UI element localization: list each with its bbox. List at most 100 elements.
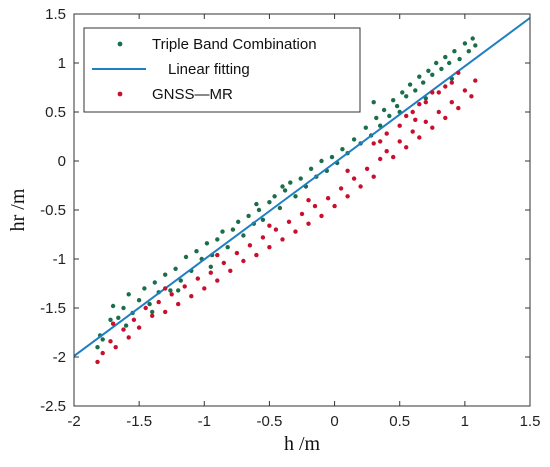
data-point-gnss-mr [280,237,285,242]
data-point-gnss-mr [273,227,279,232]
data-point-triple-band [256,207,262,213]
data-point-triple-band [308,166,314,171]
data-point-triple-band [282,188,288,193]
data-point-triple-band [241,233,246,238]
data-point-triple-band [371,100,376,105]
data-point-triple-band [462,41,468,46]
data-point-triple-band [466,49,471,54]
data-point-triple-band [439,66,444,72]
y-tick-label: 1 [58,55,66,72]
data-point-gnss-mr [378,156,383,162]
data-point-gnss-mr [456,70,461,76]
data-point-triple-band [208,264,213,269]
data-point-gnss-mr [195,276,200,281]
data-point-gnss-mr [215,252,220,258]
data-point-gnss-mr [260,235,266,240]
data-point-triple-band [176,288,181,293]
y-tick-label: -2 [53,349,66,366]
data-point-triple-band [272,194,277,199]
data-point-gnss-mr [410,109,415,115]
data-point-triple-band [150,309,155,315]
data-point-triple-band [220,229,225,234]
data-point-gnss-mr [384,149,389,154]
data-point-triple-band [340,147,345,152]
data-point-triple-band [230,227,236,232]
data-point-gnss-mr [384,131,389,136]
legend-label-linear-fit: Linear fitting [168,61,250,78]
data-point-gnss-mr [163,309,168,315]
data-point-gnss-mr [234,250,240,256]
data-point-gnss-mr [228,268,233,273]
data-point-gnss-mr [95,359,100,365]
data-point-triple-band [280,184,285,189]
data-point-gnss-mr [182,284,187,289]
y-tick-label: 0.5 [45,104,66,121]
data-point-triple-band [426,68,431,74]
data-point-gnss-mr [443,115,448,121]
data-point-gnss-mr [100,350,105,356]
x-tick-label: 1.5 [520,413,541,430]
data-point-gnss-mr [430,90,435,95]
data-point-gnss-mr [404,113,409,119]
data-point-triple-band [298,176,303,181]
data-point-gnss-mr [325,196,331,201]
data-point-triple-band [215,237,220,242]
data-point-gnss-mr [143,305,148,311]
y-axis-label: hr /m [7,188,29,231]
data-point-triple-band [142,286,147,291]
data-point-gnss-mr [136,325,142,330]
data-point-triple-band [381,107,387,113]
data-point-gnss-mr [332,203,337,209]
data-point-triple-band [136,298,142,303]
y-tick-label: 1.5 [45,6,66,23]
axes: -2 -1.5 -1 -0.5 0 0.5 1 1.5-2.5-2-1.5-1-0.500.5… [7,6,540,455]
data-point-triple-band [473,43,478,48]
data-point-gnss-mr [286,219,292,224]
data-point-triple-band [183,254,189,260]
data-point-triple-band [387,113,392,119]
data-point-triple-band [329,154,335,160]
data-point-gnss-mr [306,221,311,226]
data-point-gnss-mr [267,223,272,228]
data-point-triple-band [147,301,152,307]
data-point-triple-band [434,60,439,66]
legend-label-gnss-mr: GNSS—MR [152,86,233,103]
data-point-gnss-mr [436,109,441,115]
data-point-triple-band [443,54,448,60]
data-point-triple-band [260,217,266,222]
data-point-gnss-mr [449,100,454,105]
data-point-triple-band [126,292,131,297]
legend-marker-triple-band [117,41,123,47]
legend: Triple Band Combination Linear fitting GNS… [83,27,361,113]
x-tick-label: -0.5 [256,413,282,430]
data-point-gnss-mr [371,141,376,146]
data-point-gnss-mr [247,243,253,248]
data-point-gnss-mr [113,345,118,350]
y-tick-label: -1.5 [40,300,66,317]
data-point-gnss-mr [473,78,478,83]
y-tick-label: 0 [58,153,66,170]
data-point-triple-band [116,315,121,320]
data-point-triple-band [430,72,435,78]
data-point-gnss-mr [456,105,461,111]
y-tick-label: -2.5 [40,398,66,415]
data-point-triple-band [391,98,396,103]
data-point-triple-band [163,272,168,277]
data-point-gnss-mr [208,270,213,275]
data-point-gnss-mr [397,139,402,144]
legend-label-triple-band: Triple Band Combination [152,36,317,53]
data-point-triple-band [457,56,462,62]
data-point-gnss-mr [338,186,344,191]
data-point-triple-band [95,345,100,350]
plot-area [74,17,530,365]
data-point-triple-band [100,337,105,342]
data-point-triple-band [110,303,116,309]
data-point-gnss-mr [299,211,305,217]
data-point-triple-band [121,305,126,311]
data-point-gnss-mr [449,80,454,85]
data-point-gnss-mr [312,203,318,209]
data-point-gnss-mr [423,100,428,105]
x-tick-label: -2 [67,413,80,430]
data-point-gnss-mr [189,294,194,299]
data-point-triple-band [394,103,400,109]
